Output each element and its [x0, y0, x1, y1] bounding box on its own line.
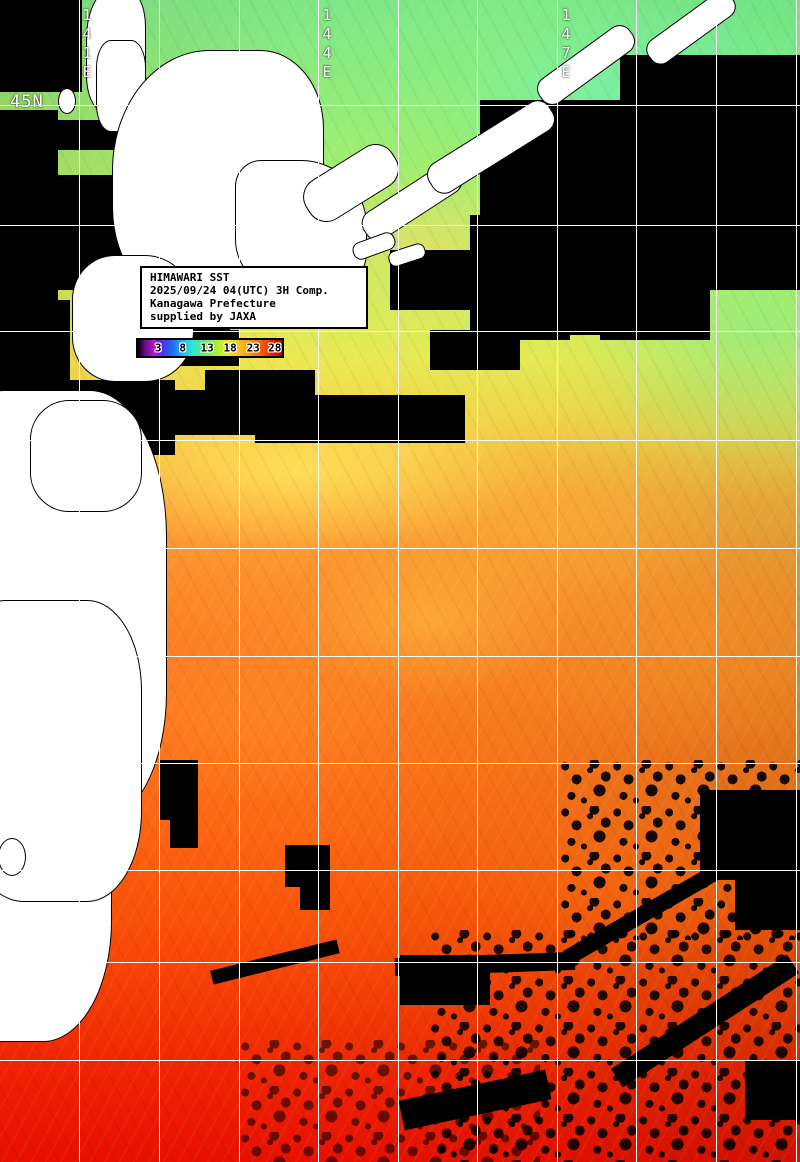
grid-line-horizontal [0, 548, 800, 549]
grid-line-horizontal [0, 225, 800, 226]
grid-line-horizontal [0, 962, 800, 963]
grid-line-horizontal [0, 1060, 800, 1061]
colorbar-tick-18: 18 [223, 341, 237, 355]
longitude-label-144e: 144E [318, 6, 336, 82]
cloud-mask-kuril7 [430, 330, 520, 370]
colorbar-tick-13: 13 [200, 341, 214, 355]
grid-line-horizontal [0, 763, 800, 764]
grid-line-vertical [477, 0, 478, 1162]
cloud-mask-nw [0, 0, 82, 92]
land-island-sado [0, 838, 26, 876]
info-line-region: Kanagawa Prefecture [150, 297, 276, 310]
grid-line-vertical [636, 0, 637, 1162]
cloud-mask-off2 [300, 870, 330, 910]
grid-line-vertical [79, 0, 80, 1162]
cloud-mask-ne-small1 [700, 140, 750, 210]
colorbar-gradient [138, 340, 282, 356]
colorbar-tick-23: 23 [246, 341, 260, 355]
longitude-label-141e: 141E [78, 6, 96, 82]
grid-line-vertical [716, 0, 717, 1162]
cloud-mask-ne-small2 [640, 110, 720, 145]
grid-line-vertical [318, 0, 319, 1162]
info-line-datetime: 2025/09/24 04(UTC) 3H Comp. [150, 284, 329, 297]
info-line-product: HIMAWARI SST [150, 271, 230, 284]
cloud-mask-kuril8 [510, 285, 570, 340]
latitude-label-45n: 45N [10, 92, 44, 112]
grid-line-vertical [796, 0, 797, 1162]
grid-line-vertical [398, 0, 399, 1162]
info-caption-box: HIMAWARI SST 2025/09/24 04(UTC) 3H Comp.… [140, 266, 368, 329]
grid-line-horizontal [0, 440, 800, 441]
colorbar-tick-28: 28 [268, 341, 282, 355]
grid-line-vertical [557, 0, 558, 1162]
colorbar-tick-8: 8 [179, 341, 186, 355]
land-island-okushiri [58, 88, 76, 114]
colorbar-tick-3: 3 [154, 341, 162, 355]
cloud-speckle-northeast [560, 760, 800, 940]
grid-line-horizontal [0, 331, 800, 332]
info-line-source: supplied by JAXA [150, 310, 256, 323]
cloud-mask-kuril5 [600, 270, 710, 340]
grid-line-horizontal [0, 656, 800, 657]
grid-line-horizontal [0, 870, 800, 871]
grid-line-vertical [159, 0, 160, 1162]
grid-line-horizontal [0, 105, 800, 106]
cloud-speckle-south [240, 1040, 540, 1162]
longitude-label-147e: 147E [557, 6, 575, 82]
land-aomori [30, 400, 142, 512]
colorbar-tick-labels: 3 8 13 18 23 28 [138, 340, 282, 356]
sst-colorbar: 3 8 13 18 23 28 [136, 338, 284, 358]
cloud-mask-sanriku2 [170, 800, 198, 848]
cloud-mask-okhotsk-s [255, 395, 465, 443]
grid-line-vertical [239, 0, 240, 1162]
